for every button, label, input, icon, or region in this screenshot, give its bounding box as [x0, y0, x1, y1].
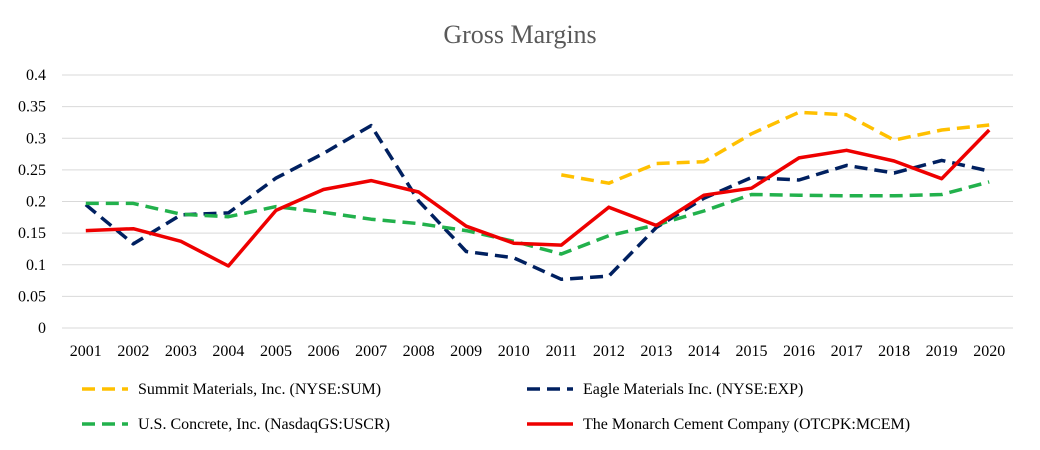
x-tick-label: 2020: [973, 343, 1005, 360]
y-tick-label: 0.05: [18, 288, 46, 305]
legend-item-1: Eagle Materials Inc. (NYSE:EXP): [527, 381, 803, 398]
x-tick-label: 2008: [403, 343, 435, 360]
y-axis-ticks: 0 0.05 0.1 0.15 0.2 0.25 0.3 0.35 0.4: [18, 67, 46, 337]
legend-label: Eagle Materials Inc. (NYSE:EXP): [583, 381, 803, 398]
y-tick-label: 0.4: [26, 67, 46, 84]
series-line-1: [84, 123, 990, 282]
x-tick-label: 2009: [450, 343, 482, 360]
x-tick-label: 2017: [831, 343, 863, 360]
y-tick-label: 0: [38, 320, 46, 337]
legend-label: Summit Materials, Inc. (NYSE:SUM): [138, 381, 381, 398]
y-tick-label: 0.1: [26, 257, 46, 274]
x-tick-label: 2019: [926, 343, 958, 360]
legend: Summit Materials, Inc. (NYSE:SUM) Eagle M…: [82, 381, 910, 433]
y-tick-label: 0.35: [18, 99, 46, 116]
x-axis-ticks: 2001 2002 2003 2004 2005 2006 2007 2008 2009 2010…: [70, 343, 1005, 360]
series-line-0: [560, 110, 990, 185]
y-tick-label: 0.3: [26, 130, 46, 147]
y-tick-label: 0.15: [18, 225, 46, 242]
series-line-3: [85, 128, 991, 268]
legend-item-3: The Monarch Cement Company (OTCPK:MCEM): [527, 416, 910, 433]
x-tick-label: 2005: [260, 343, 292, 360]
x-tick-label: 2006: [308, 343, 340, 360]
y-tick-label: 0.2: [26, 194, 46, 211]
series-lines: [84, 110, 991, 282]
legend-item-0: Summit Materials, Inc. (NYSE:SUM): [82, 381, 381, 398]
legend-label: U.S. Concrete, Inc. (NasdaqGS:USCR): [138, 416, 390, 433]
x-tick-label: 2018: [878, 343, 910, 360]
x-tick-label: 2015: [735, 343, 767, 360]
legend-label: The Monarch Cement Company (OTCPK:MCEM): [583, 416, 910, 433]
x-tick-label: 2010: [498, 343, 530, 360]
grid-lines: [62, 74, 1013, 329]
x-tick-label: 2004: [212, 343, 244, 360]
x-tick-label: 2003: [165, 343, 197, 360]
y-tick-label: 0.25: [18, 162, 46, 179]
x-tick-label: 2011: [546, 343, 577, 360]
x-tick-label: 2014: [688, 343, 720, 360]
x-tick-label: 2007: [355, 343, 387, 360]
x-tick-label: 2002: [117, 343, 149, 360]
x-tick-label: 2012: [593, 343, 625, 360]
x-tick-label: 2016: [783, 343, 815, 360]
chart-title: Gross Margins: [443, 20, 596, 49]
x-tick-label: 2013: [640, 343, 672, 360]
x-tick-label: 2001: [70, 343, 102, 360]
legend-item-2: U.S. Concrete, Inc. (NasdaqGS:USCR): [82, 416, 390, 433]
series-line-2: [85, 180, 990, 256]
